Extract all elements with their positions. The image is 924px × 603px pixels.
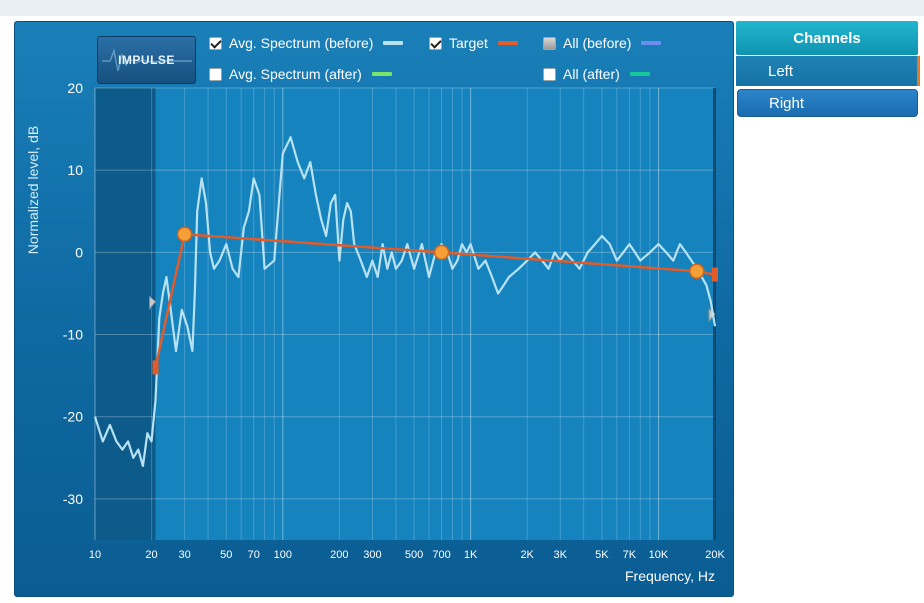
x-tick-label: 3K bbox=[554, 549, 568, 561]
legend-avg-spectrum-before[interactable]: Avg. Spectrum (before) bbox=[209, 34, 404, 52]
avg-spectrum-before-line bbox=[93, 136, 717, 468]
x-tick-label: 20K bbox=[705, 549, 725, 561]
legend-label: Avg. Spectrum (after) bbox=[229, 66, 362, 82]
checkbox-all-after[interactable] bbox=[543, 67, 556, 81]
x-tick-label: 10K bbox=[649, 549, 669, 561]
excluded-region bbox=[95, 88, 156, 540]
x-tick-label: 10 bbox=[89, 549, 101, 561]
legend-swatch bbox=[497, 41, 518, 45]
legend-swatch bbox=[641, 41, 662, 45]
x-tick-label: 70 bbox=[248, 549, 260, 561]
target-handle[interactable] bbox=[689, 263, 705, 280]
x-tick-label: 50 bbox=[220, 549, 232, 561]
x-tick-label: 2K bbox=[520, 549, 534, 561]
legend-swatch bbox=[371, 72, 392, 76]
channels-header: Channels bbox=[736, 21, 918, 55]
legend-all-before[interactable]: All (before) bbox=[543, 34, 662, 52]
y-tick-label: -10 bbox=[63, 327, 83, 343]
y-tick-label: 20 bbox=[67, 80, 83, 96]
checkbox-target[interactable] bbox=[429, 36, 442, 50]
legend-avg-spectrum-after[interactable]: Avg. Spectrum (after) bbox=[209, 65, 392, 83]
impulse-button[interactable]: IMPULSE bbox=[97, 36, 196, 84]
legend-all-after[interactable]: All (after) bbox=[543, 65, 650, 83]
legend-label: Avg. Spectrum (before) bbox=[229, 35, 374, 51]
x-tick-label: 700 bbox=[432, 549, 450, 561]
checkbox-avg-spectrum-after[interactable] bbox=[209, 67, 222, 81]
channel-item-right[interactable]: Right bbox=[737, 89, 918, 117]
x-tick-label: 100 bbox=[274, 549, 292, 561]
legend-label: All (after) bbox=[563, 66, 620, 82]
checkbox-avg-spectrum-before[interactable] bbox=[209, 36, 222, 50]
x-tick-label: 30 bbox=[178, 549, 190, 561]
legend-label: All (before) bbox=[563, 35, 632, 51]
x-tick-label: 1K bbox=[464, 549, 478, 561]
waveform-icon bbox=[102, 48, 192, 72]
target-handle[interactable] bbox=[176, 226, 193, 243]
legend-target[interactable]: Target bbox=[429, 34, 518, 52]
legend-label: Target bbox=[449, 35, 488, 51]
y-axis-label: Normalized level, dB bbox=[25, 125, 41, 255]
x-axis-label: Frequency, Hz bbox=[625, 568, 715, 584]
plot-area bbox=[95, 88, 715, 540]
channel-item-left[interactable]: Left bbox=[736, 56, 920, 86]
left-boundary-handle bbox=[149, 295, 157, 311]
spectrum-chart-panel: 20 10 0 -10 -20 -30 10 20 30 50 70 100 200 300 500 700 1… bbox=[14, 21, 734, 597]
impulse-button-label: IMPULSE bbox=[118, 53, 175, 67]
y-tick-label: -30 bbox=[63, 491, 83, 507]
x-tick-label: 20 bbox=[145, 549, 157, 561]
target-end-marker bbox=[152, 360, 159, 375]
y-tick-label: 10 bbox=[67, 162, 83, 178]
top-bar bbox=[0, 0, 924, 16]
x-tick-label: 500 bbox=[405, 549, 423, 561]
legend-swatch bbox=[383, 41, 404, 45]
target-end-marker bbox=[712, 267, 718, 282]
x-tick-label: 7K bbox=[623, 549, 637, 561]
x-tick-label: 300 bbox=[363, 549, 381, 561]
legend-swatch bbox=[629, 72, 650, 76]
x-tick-label: 5K bbox=[595, 549, 609, 561]
checkbox-all-before[interactable] bbox=[543, 36, 556, 50]
target-handle[interactable] bbox=[433, 244, 450, 261]
x-tick-label: 200 bbox=[330, 549, 348, 561]
y-tick-label: -20 bbox=[63, 409, 83, 425]
y-tick-label: 0 bbox=[75, 244, 83, 260]
